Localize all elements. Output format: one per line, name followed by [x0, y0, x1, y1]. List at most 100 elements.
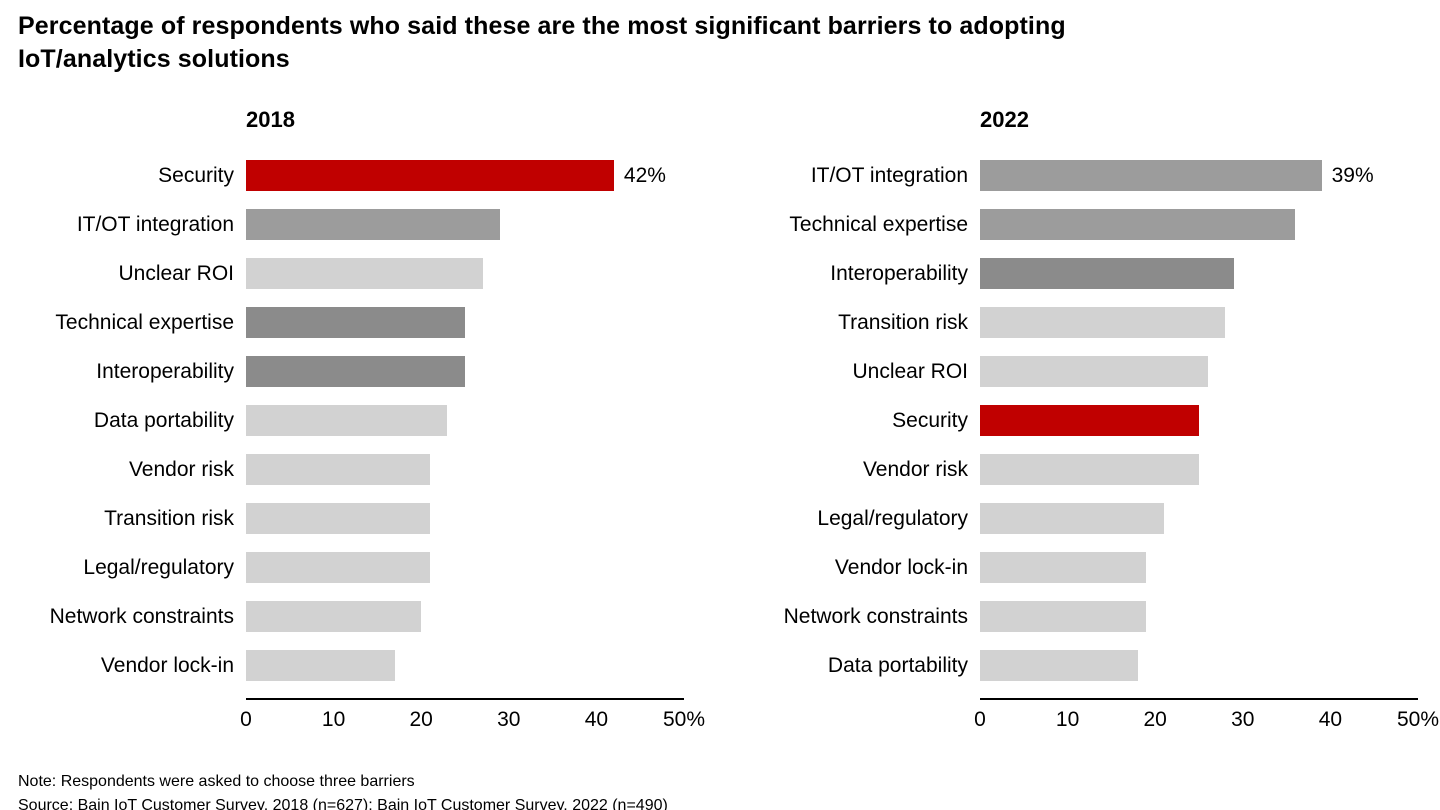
bar: [980, 356, 1208, 387]
bar-track: [980, 454, 1418, 485]
category-label: Technical expertise: [789, 212, 968, 236]
chart-2018-x-axis: 0 10 20 30 40 50%: [240, 698, 705, 736]
category-label: Transition risk: [104, 506, 234, 530]
bar: [246, 650, 395, 681]
axis-tick-label: 0: [974, 708, 986, 731]
chart-2022-year-label: 2022: [980, 107, 1029, 132]
axis-tick-label: 40: [1318, 708, 1343, 731]
bar-row: Legal/regulatory: [18, 543, 688, 592]
axis-tick-label: 50%: [1396, 708, 1440, 731]
bar-row: Security 42%: [18, 151, 688, 200]
bar-track: [980, 405, 1418, 436]
bar: [246, 405, 448, 436]
bar-row: Legal/regulatory: [752, 494, 1422, 543]
bar: [246, 160, 614, 191]
category-label: Network constraints: [783, 604, 968, 628]
category-label: Data portability: [93, 408, 234, 432]
axis-tick-label: 0: [240, 708, 252, 731]
category-label: Interoperability: [96, 359, 234, 383]
bar-track: [980, 209, 1418, 240]
bar-track: [980, 356, 1418, 387]
category-label: Vendor risk: [128, 457, 234, 481]
bar-row: Vendor risk: [18, 445, 688, 494]
bar-row: Transition risk: [752, 298, 1422, 347]
category-label: Legal/regulatory: [817, 506, 968, 530]
bar: [246, 601, 422, 632]
bar-row: Data portability: [752, 641, 1422, 690]
category-label: Transition risk: [838, 310, 968, 334]
category-label: Unclear ROI: [118, 261, 234, 285]
value-label: 42%: [623, 163, 666, 187]
bar: [980, 258, 1235, 289]
axis-tick-label: 10: [1055, 708, 1080, 731]
axis-tick-label: 50%: [662, 708, 706, 731]
category-label: IT/OT integration: [810, 163, 968, 187]
bar-track: 39%: [980, 160, 1418, 191]
bar: [980, 601, 1147, 632]
bar: [246, 307, 465, 338]
chart-2018-rows: Security 42% IT/OT integration Unclear ROI T…: [18, 151, 688, 690]
footnotes: Note: Respondents were asked to choose t…: [18, 770, 1422, 810]
note-text: Note: Respondents were asked to choose t…: [18, 773, 415, 790]
bar-track: [246, 307, 684, 338]
bar-row: Vendor lock-in: [18, 641, 688, 690]
bar: [980, 307, 1226, 338]
bar: [246, 503, 430, 534]
bar-track: [980, 601, 1418, 632]
bar-track: [246, 405, 684, 436]
bar-track: [246, 503, 684, 534]
bar-row: IT/OT integration: [18, 200, 688, 249]
bar-row: Unclear ROI: [752, 347, 1422, 396]
category-label: Network constraints: [49, 604, 234, 628]
chart-2018: 2018 Security 42% IT/OT integration Unclear…: [18, 107, 705, 736]
category-label: IT/OT integration: [76, 212, 234, 236]
bar: [980, 405, 1199, 436]
category-label: Security: [892, 408, 968, 432]
category-label: Unclear ROI: [852, 359, 968, 383]
bar-row: IT/OT integration 39%: [752, 151, 1422, 200]
chart-2022: 2022 IT/OT integration 39% Technical exper…: [752, 107, 1439, 736]
category-label: Legal/regulatory: [83, 555, 234, 579]
category-label: Interoperability: [830, 261, 968, 285]
bar-row: Network constraints: [752, 592, 1422, 641]
category-label: Vendor lock-in: [834, 555, 968, 579]
bar-row: Data portability: [18, 396, 688, 445]
bar-track: [980, 503, 1418, 534]
page-title: Percentage of respondents who said these…: [18, 12, 1066, 73]
bar-row: Vendor lock-in: [752, 543, 1422, 592]
bar: [980, 503, 1164, 534]
category-label: Security: [158, 163, 234, 187]
chart-2022-rows: IT/OT integration 39% Technical expertise I…: [752, 151, 1422, 690]
bar: [980, 160, 1322, 191]
axis-tick-label: 30: [497, 708, 521, 731]
bar: [980, 454, 1199, 485]
bar: [980, 552, 1147, 583]
bar-track: [980, 552, 1418, 583]
bar-row: Network constraints: [18, 592, 688, 641]
bar: [246, 258, 483, 289]
bar-track: [246, 209, 684, 240]
bar: [246, 356, 465, 387]
bar-track: 42%: [246, 160, 684, 191]
source-text: Source: Bain IoT Customer Survey, 2018 (…: [18, 797, 668, 810]
bar: [980, 650, 1138, 681]
bar-track: [246, 454, 684, 485]
chart-2022-x-axis: 0 10 20 30 40 50%: [974, 698, 1439, 736]
bar-track: [980, 650, 1418, 681]
axis-tick-label: 40: [584, 708, 609, 731]
category-label: Technical expertise: [55, 310, 234, 334]
value-label: 39%: [1331, 163, 1374, 187]
bar-row: Security: [752, 396, 1422, 445]
axis-tick-label: 20: [409, 708, 433, 731]
bar-row: Technical expertise: [18, 298, 688, 347]
bar-track: [980, 307, 1418, 338]
bar: [246, 209, 501, 240]
axis-tick-label: 30: [1231, 708, 1255, 731]
bar-row: Technical expertise: [752, 200, 1422, 249]
bar-track: [246, 601, 684, 632]
bar: [246, 552, 430, 583]
bar-track: [246, 650, 684, 681]
category-label: Data portability: [827, 653, 968, 677]
bar: [246, 454, 430, 485]
